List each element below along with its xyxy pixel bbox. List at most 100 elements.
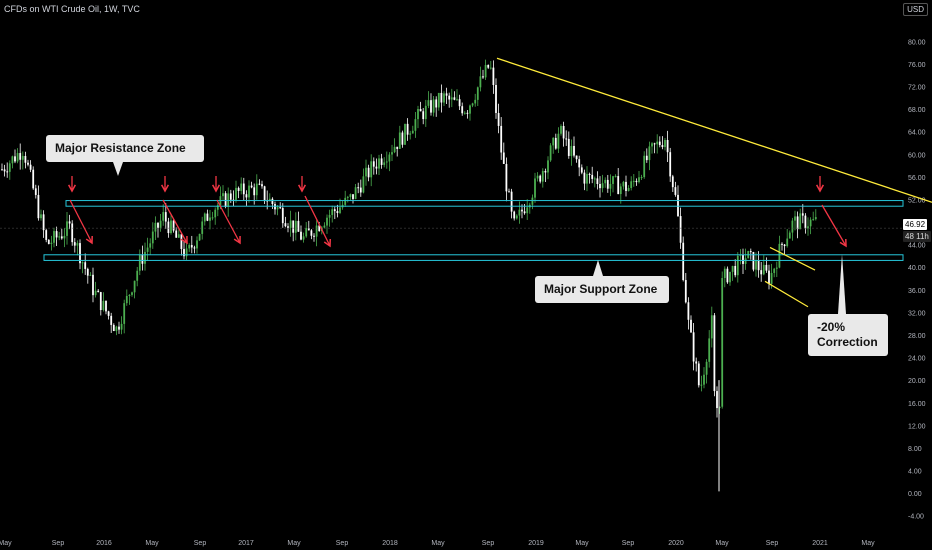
candle-body (632, 180, 635, 182)
candle-body (432, 99, 435, 113)
candle-body (755, 260, 757, 270)
candle-body (661, 145, 664, 148)
candle-body (505, 163, 508, 192)
candle-body (495, 85, 497, 113)
candle-body (713, 315, 716, 392)
candle-body (788, 232, 791, 239)
red-arrowhead (297, 184, 307, 193)
candle-body (193, 247, 196, 249)
candle-body (60, 236, 63, 239)
y-tick-label: 56.00 (908, 175, 926, 182)
candle-body (645, 155, 648, 161)
candle-body (131, 292, 133, 295)
candle-body (463, 112, 466, 114)
candle-body (203, 213, 206, 222)
candle-body (487, 64, 490, 68)
candle-body (729, 271, 731, 283)
candle-body (112, 324, 115, 332)
x-tick-label: Sep (482, 540, 495, 547)
candle-body (599, 183, 601, 189)
candle-body (768, 270, 770, 284)
candle-body (419, 109, 422, 112)
candle-body (188, 245, 191, 249)
resistance-label: Major Resistance Zone (55, 141, 186, 155)
candle-body (201, 221, 204, 234)
x-tick-label: 2018 (382, 540, 398, 547)
y-tick-label: 32.00 (908, 310, 926, 317)
candle-body (305, 228, 308, 237)
candle-body (417, 109, 419, 120)
resistance-callout: Major Resistance Zone (46, 135, 204, 176)
candle-body (318, 225, 321, 232)
x-tick-label: Sep (52, 540, 65, 547)
candle-body (281, 208, 284, 224)
candle-body (346, 196, 349, 198)
candle-body (622, 181, 625, 187)
y-tick-label: 52.00 (908, 197, 926, 204)
candle-body (508, 191, 510, 193)
candle-body (807, 226, 809, 229)
candle-body (479, 76, 482, 88)
candle-body (684, 280, 687, 303)
candle-body (726, 268, 729, 283)
red-arrow (69, 199, 93, 244)
trendline (496, 57, 932, 203)
candle-body (716, 391, 718, 409)
candle-body (604, 179, 607, 184)
candle-body (536, 175, 539, 179)
candle-body (245, 194, 248, 198)
candle-body (68, 221, 71, 224)
y-tick-label: 4.00 (908, 469, 922, 476)
candle-body (370, 161, 373, 178)
candle-body (424, 105, 427, 120)
candle-body (6, 171, 9, 173)
candle-body (97, 290, 100, 293)
candle-body (804, 215, 807, 229)
candle-body (575, 155, 578, 160)
candle-body (736, 255, 739, 276)
candle-body (92, 274, 94, 296)
candle-body (778, 243, 781, 268)
candle-body (679, 216, 682, 243)
candle-body (45, 230, 48, 240)
candle-body (437, 92, 440, 108)
y-tick-label: 0.00 (908, 491, 922, 498)
candle-body (136, 270, 139, 281)
candle-body (674, 187, 677, 195)
candle-body (513, 211, 516, 219)
candle-body (414, 119, 417, 131)
candle-body (796, 216, 799, 230)
currency-badge[interactable]: USD (903, 3, 928, 16)
candle-body (619, 186, 622, 195)
red-arrowhead (839, 238, 847, 248)
candle-body (521, 209, 523, 212)
candle-body (162, 212, 165, 221)
candle-body (164, 212, 167, 222)
correction-percent: -20% (817, 320, 846, 334)
red-arrow (304, 195, 331, 247)
candle-body (669, 152, 672, 177)
candle-body (721, 278, 724, 407)
y-tick-label: 16.00 (908, 401, 926, 408)
candle-body (643, 155, 646, 178)
y-tick-label: 24.00 (908, 356, 926, 363)
candle-body (430, 100, 432, 113)
candle-body (651, 143, 653, 147)
candle-body (84, 262, 87, 269)
candle-body (531, 197, 534, 205)
red-arrowhead (180, 235, 188, 245)
candle-body (539, 175, 542, 182)
candle-body (271, 198, 274, 205)
candle-body (453, 97, 456, 100)
red-arrowhead (323, 238, 332, 248)
candle-body (359, 187, 362, 193)
candle-body (450, 97, 453, 100)
candle-body (250, 185, 253, 188)
y-tick-label: 8.00 (908, 446, 922, 453)
candle-body (302, 236, 305, 240)
candle-body (339, 207, 341, 213)
candle-body (125, 295, 128, 304)
x-tick-label: May (431, 540, 445, 547)
